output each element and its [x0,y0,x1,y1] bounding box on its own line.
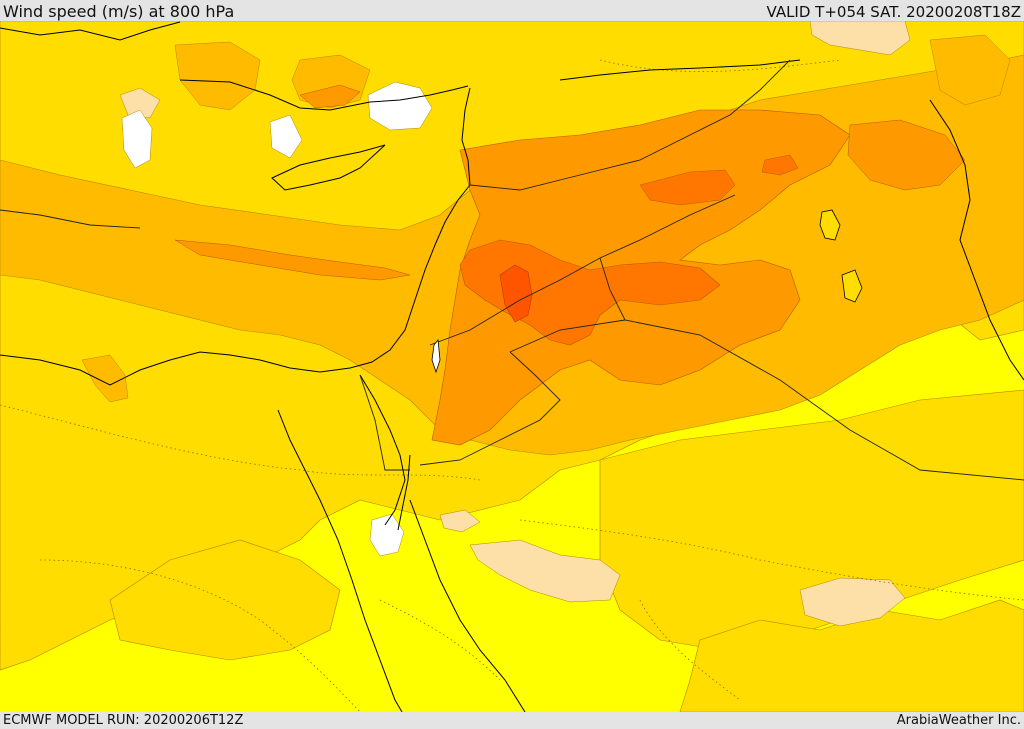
lake-southeast [841,269,863,303]
field-calm-3 [269,114,303,159]
valid-time-label: VALID T+054 SAT. 20200208T18Z [766,3,1021,21]
field-fresh-ne [929,34,1011,106]
field-moderate-east [599,389,1024,651]
field-light-5 [119,87,161,119]
map-footer: ECMWF MODEL RUN: 20200206T12Z ArabiaWeat… [0,712,1024,729]
field-calm-1 [367,81,433,131]
field-strong-north-strip [299,84,361,109]
field-moderate-southwest [109,539,341,661]
field-calm-2 [121,109,153,169]
lake-east [819,209,841,241]
field-strong-east [847,119,966,191]
field-light-1 [469,539,621,603]
field-fresh-nw [174,41,261,111]
credit-label: ArabiaWeather Inc. [896,713,1021,728]
field-strong-west-band [174,239,411,281]
field-very-strong-e [761,154,799,176]
field-very-strong-ne [639,169,736,206]
model-run-label: ECMWF MODEL RUN: 20200206T12Z [3,713,244,728]
dotted-contours [0,59,1024,712]
field-light-3 [439,509,481,533]
field-fresh-west [81,354,129,403]
wind-speed-map [0,21,1024,712]
field-light-2 [799,577,906,627]
map-canvas [0,21,1024,712]
field-light-4 [809,21,911,56]
dead-sea [431,338,441,374]
borders [0,59,1024,481]
map-header: Wind speed (m/s) at 800 hPa VALID T+054 … [0,0,1024,21]
map-title: Wind speed (m/s) at 800 hPa [3,2,235,21]
field-moderate-southeast [679,599,1024,712]
coastlines [0,21,1024,712]
field-very-strong [459,239,721,346]
